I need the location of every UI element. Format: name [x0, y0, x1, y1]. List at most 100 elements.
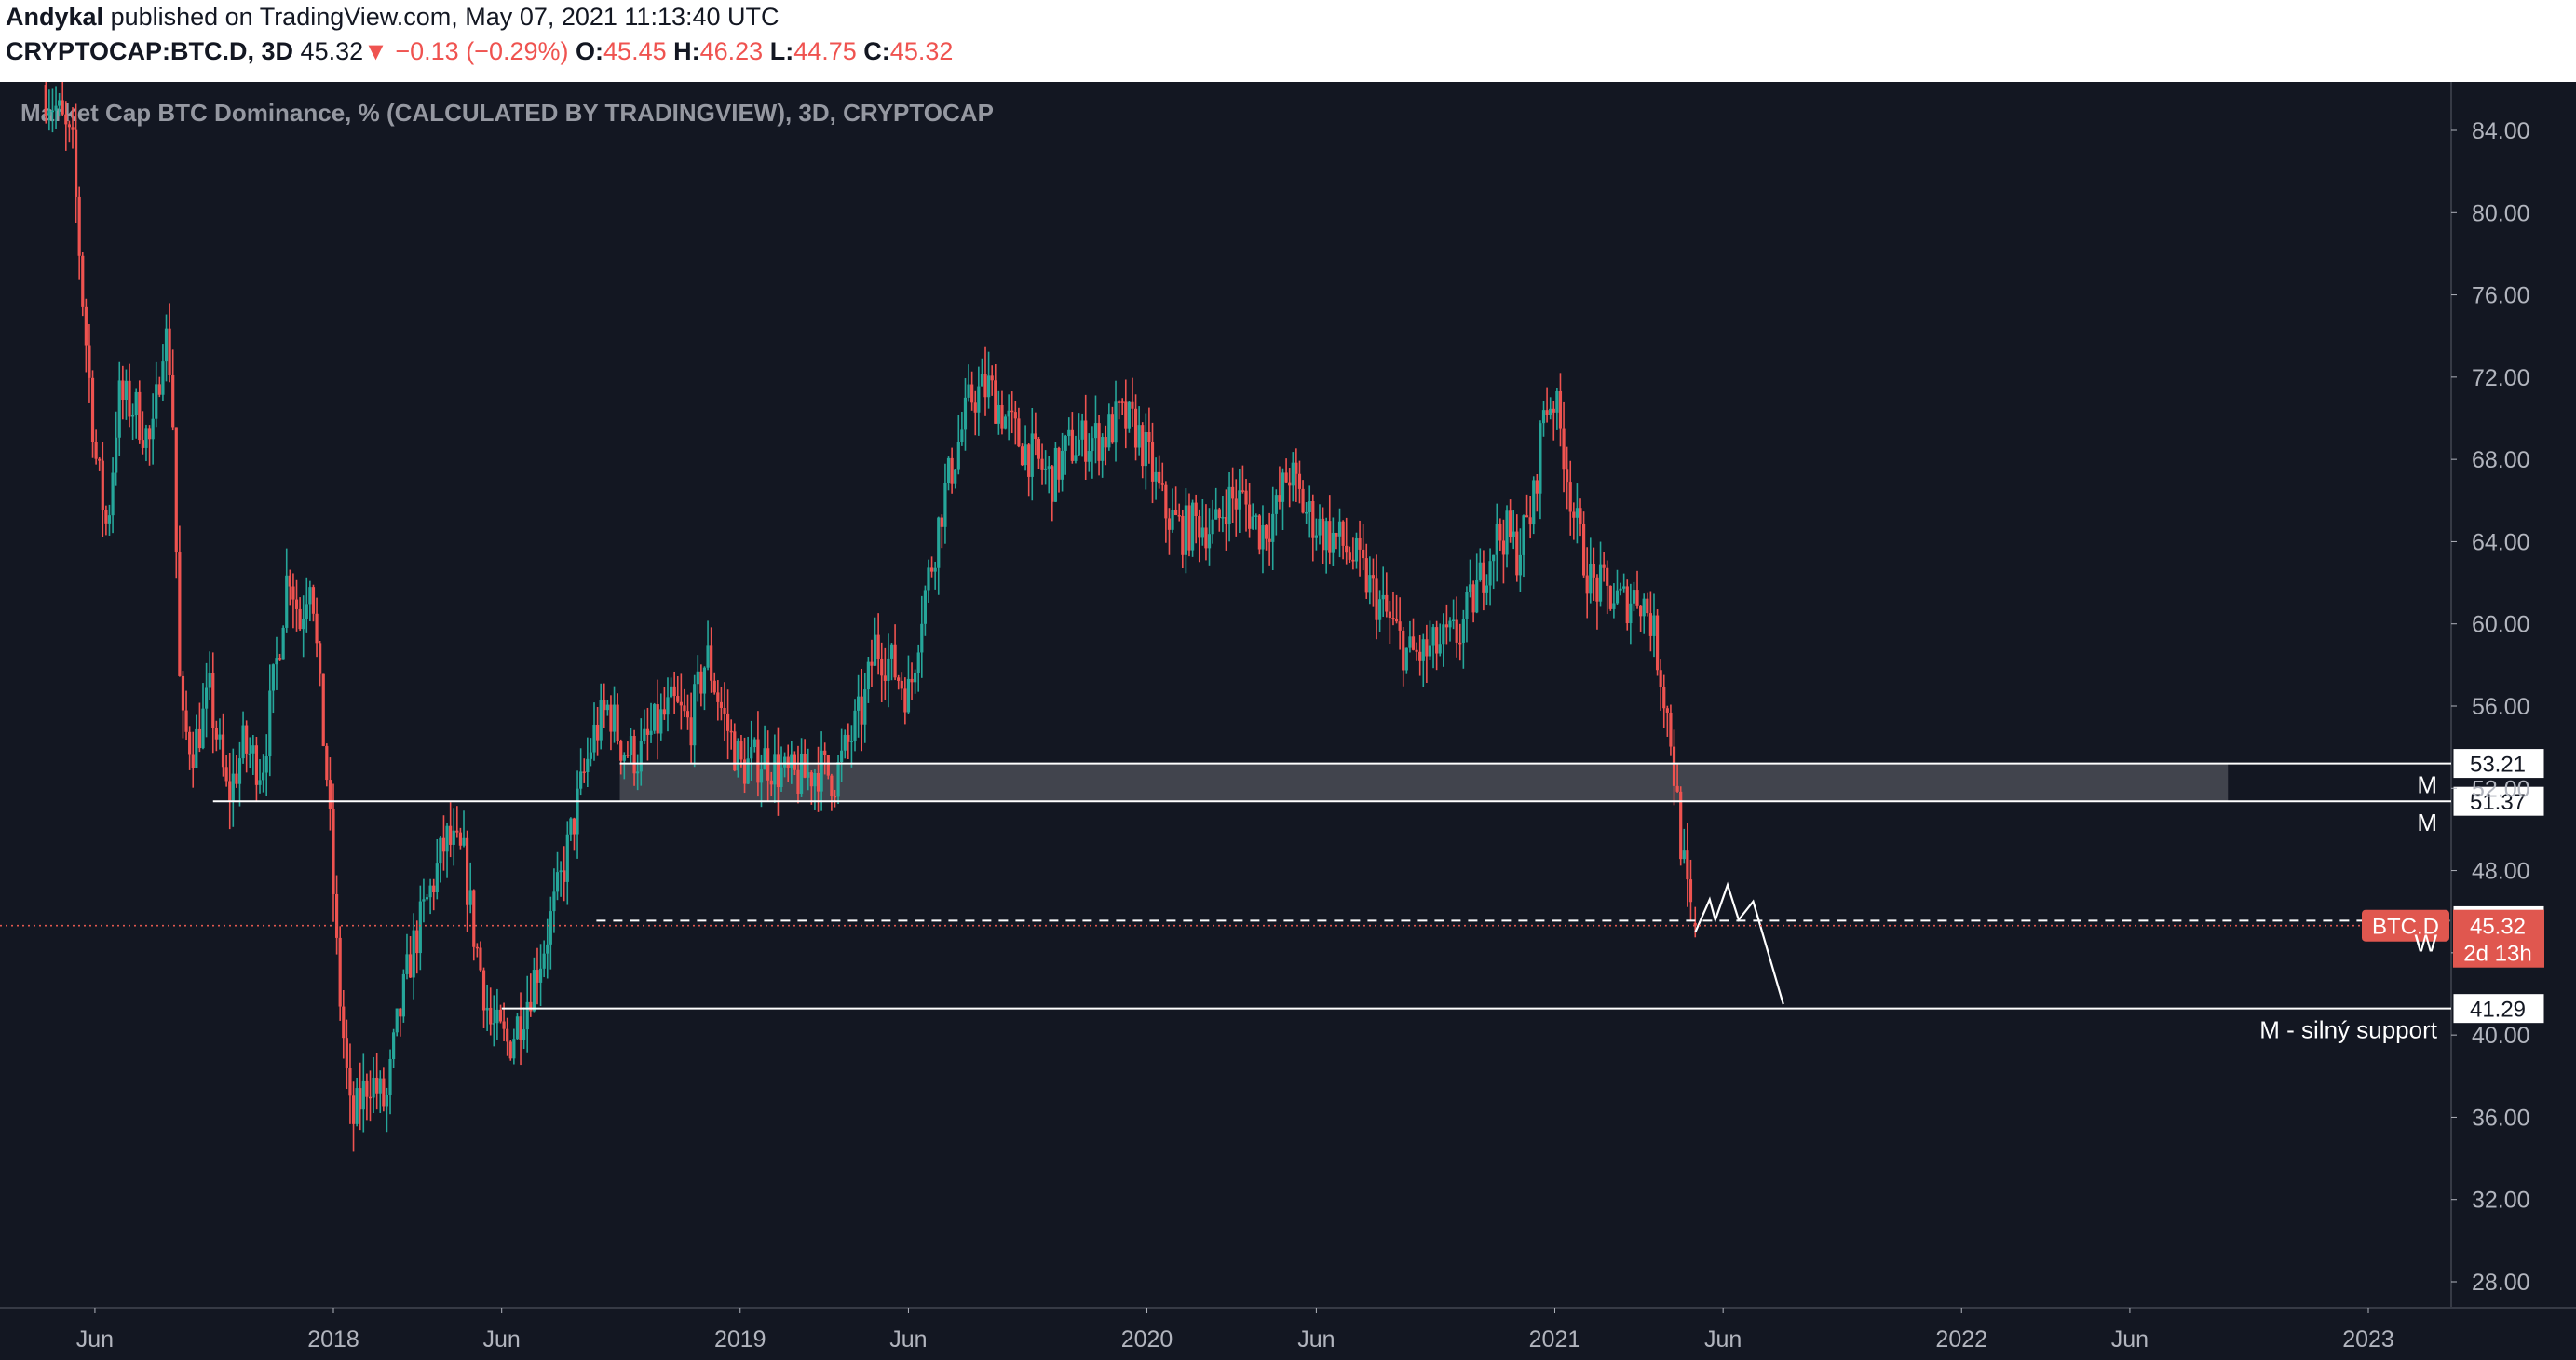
- candle-body: [954, 469, 957, 484]
- candle-body: [1171, 510, 1174, 530]
- candle-body: [916, 652, 920, 673]
- candle-body: [860, 696, 863, 725]
- candle-body: [1679, 791, 1683, 860]
- candle-body: [676, 696, 680, 702]
- candle-body: [1070, 429, 1074, 461]
- last-price: 45.32: [300, 37, 364, 65]
- price-axis[interactable]: 84.00 80.00 76.00 72.00 68.00 64.00 60.00 56.00…: [2451, 118, 2530, 1296]
- candle-body: [1622, 586, 1626, 589]
- candle-body: [847, 734, 850, 742]
- candle-body: [214, 727, 218, 740]
- candle-body: [1485, 585, 1489, 593]
- candle-body: [422, 899, 426, 902]
- candle-body: [1581, 524, 1586, 576]
- candle-body: [1268, 538, 1271, 542]
- candle-body: [1541, 410, 1546, 424]
- candle-body: [1652, 615, 1656, 636]
- time-axis[interactable]: Jun 2018 Jun 2019 Jun 2020 Jun 2021 Jun 2022 Jun 20…: [76, 1308, 2394, 1353]
- candle-body: [1211, 519, 1214, 535]
- candle-body: [392, 1032, 396, 1059]
- candle-body: [332, 808, 335, 894]
- candle-body: [1381, 594, 1385, 600]
- candle-body: [1254, 515, 1258, 517]
- candle-body: [1509, 510, 1512, 537]
- candle-body: [1686, 850, 1689, 880]
- candle-body: [946, 457, 951, 483]
- candle-body: [241, 725, 245, 759]
- candle-body: [1458, 642, 1462, 645]
- candle-body: [418, 901, 422, 954]
- candle-body: [538, 968, 543, 983]
- candle-body: [1047, 466, 1051, 469]
- level-badge-41.29: [2452, 993, 2545, 1025]
- candle-body: [1669, 712, 1673, 747]
- price-chart[interactable]: Market Cap BTC Dominance, % (CALCULATED …: [0, 82, 2576, 1360]
- y-tick-label: 84.00: [2472, 118, 2530, 144]
- candle-body: [1545, 410, 1549, 415]
- candle-body: [729, 730, 733, 733]
- candle-body: [1158, 471, 1161, 484]
- chart-title: Market Cap BTC Dominance, % (CALCULATED …: [20, 99, 994, 127]
- candle-body: [645, 728, 650, 735]
- candle-body: [1314, 535, 1319, 538]
- y-tick-label: 52.00: [2472, 776, 2530, 802]
- candle-body: [388, 1058, 392, 1095]
- candle-body: [1682, 850, 1686, 860]
- candle-body: [115, 437, 118, 473]
- candle-body: [1662, 687, 1666, 709]
- candle-body: [967, 384, 970, 398]
- candle-body: [712, 680, 716, 693]
- candle-body: [71, 127, 75, 130]
- candle-body: [1438, 644, 1442, 654]
- candle-body: [449, 825, 453, 845]
- candle-body: [275, 658, 278, 665]
- candle-body: [693, 684, 697, 746]
- candle-body: [956, 442, 960, 470]
- candle-body: [739, 741, 743, 760]
- chart-area[interactable]: Market Cap BTC Dominance, % (CALCULATED …: [0, 82, 2576, 1360]
- author-name[interactable]: Andykal: [6, 3, 104, 31]
- candle-body: [943, 483, 947, 527]
- candle-body: [465, 837, 469, 905]
- candle-body: [1067, 429, 1071, 437]
- candle-body: [1535, 480, 1539, 494]
- candle-body: [455, 830, 459, 833]
- candle-body: [616, 704, 619, 741]
- candle-body: [412, 930, 415, 978]
- candle-body: [920, 623, 924, 653]
- candle-body: [960, 429, 964, 442]
- candle-body: [489, 1007, 493, 1025]
- candle-body: [1030, 433, 1034, 477]
- candle-body: [1388, 611, 1391, 619]
- x-tick-label: Jun: [76, 1326, 114, 1353]
- candle-body: [1505, 510, 1509, 555]
- candle-body: [1053, 447, 1057, 502]
- candle-body: [900, 680, 903, 689]
- candle-body: [1110, 414, 1115, 443]
- candle-body: [1512, 531, 1515, 537]
- candle-body: [853, 710, 857, 741]
- candle-body: [338, 937, 342, 1007]
- candle-body: [595, 724, 600, 741]
- candle-body: [1525, 515, 1529, 518]
- candle-body: [873, 634, 877, 666]
- candle-body: [288, 575, 291, 587]
- candle-body: [361, 1080, 365, 1110]
- candle-body: [1371, 575, 1376, 579]
- candle-body: [382, 1078, 386, 1107]
- candle-body: [128, 380, 131, 417]
- candle-body: [1478, 562, 1482, 580]
- candle-body: [903, 688, 907, 713]
- candle-body: [174, 427, 178, 553]
- candle-body: [311, 587, 316, 614]
- candle-body: [1442, 624, 1445, 645]
- candle-body: [599, 700, 603, 741]
- y-tick-label: 60.00: [2472, 612, 2530, 638]
- candle-body: [929, 567, 934, 572]
- candle-body: [181, 675, 185, 711]
- candle-body: [1305, 512, 1308, 514]
- candle-body: [973, 402, 977, 413]
- candle-body: [58, 100, 61, 106]
- y-tick-label: 48.00: [2472, 859, 2530, 885]
- candle-body: [1675, 785, 1679, 792]
